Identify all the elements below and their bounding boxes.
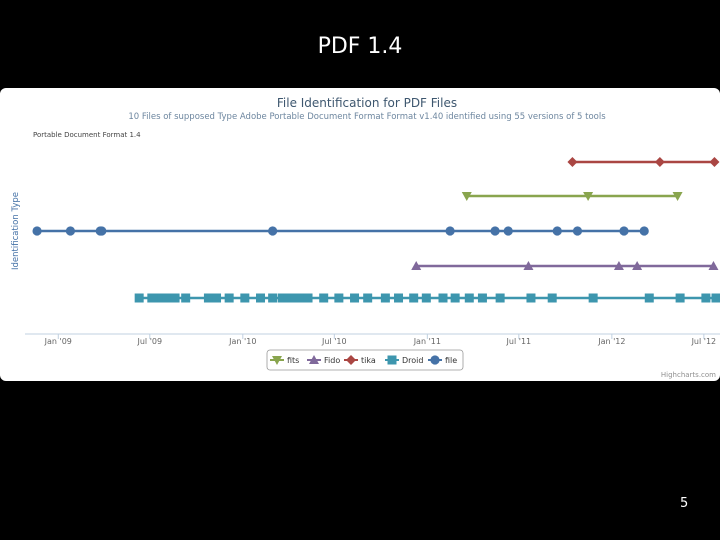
data-point-file <box>32 226 42 236</box>
series-layer <box>32 157 720 303</box>
data-point-droid <box>350 293 360 303</box>
data-point-fido <box>523 261 534 270</box>
data-point-file <box>268 226 278 236</box>
data-point-droid <box>303 293 313 303</box>
data-point-droid <box>450 293 460 303</box>
data-point-droid <box>283 293 293 303</box>
data-point-droid <box>495 293 505 303</box>
data-point-fits <box>461 192 472 201</box>
legend-label-droid[interactable]: Droid <box>402 356 423 365</box>
data-point-droid <box>290 293 300 303</box>
data-point-fits <box>583 192 594 201</box>
legend-marker-file <box>430 355 440 365</box>
legend-marker-droid <box>387 355 397 365</box>
data-point-droid <box>256 293 266 303</box>
data-point-droid <box>394 293 404 303</box>
credits-label: Highcharts.com <box>661 371 716 379</box>
legend-box <box>266 349 464 371</box>
data-point-file <box>639 226 649 236</box>
data-point-droid <box>644 293 654 303</box>
x-tick-label: Jul '10 <box>321 337 347 346</box>
x-tick-label: Jan '11 <box>413 337 441 346</box>
data-point-file <box>572 226 583 236</box>
y-axis-label: Identification Type <box>11 192 21 270</box>
x-tick-label: Jan '10 <box>228 337 256 346</box>
chart-title: File Identification for PDF Files <box>277 96 457 110</box>
legend-label-file[interactable]: file <box>445 356 457 365</box>
chart-panel: File Identification for PDF Files 10 Fil… <box>0 88 720 381</box>
x-axis-ticks: Jan '09 Jul '09 Jan '10 Jul '10 Jan '11 Jul '… <box>44 334 717 346</box>
legend: fits Fido tika Droid file <box>270 355 457 365</box>
data-point-file <box>619 226 629 236</box>
slide-title: PDF 1.4 <box>317 34 403 59</box>
data-point-droid <box>240 293 250 303</box>
data-point-droid <box>588 293 598 303</box>
data-point-droid <box>162 293 172 303</box>
data-point-droid <box>170 293 180 303</box>
data-point-droid <box>224 293 234 303</box>
data-point-tika <box>654 157 665 167</box>
data-point-droid <box>203 293 213 303</box>
data-point-file <box>97 226 107 236</box>
data-point-droid <box>547 293 557 303</box>
legend-marker-tika <box>346 355 356 365</box>
chart-subtitle: 10 Files of supposed Type Adobe Portable… <box>128 112 606 122</box>
legend-marker-fits <box>272 356 282 365</box>
x-tick-label: Jan '09 <box>44 337 72 346</box>
x-tick-label: Jul '11 <box>506 337 532 346</box>
chart-svg: File Identification for PDF Files 10 Fil… <box>11 96 720 379</box>
data-point-droid <box>181 293 191 303</box>
data-point-tika <box>567 157 578 167</box>
data-point-droid <box>157 293 167 303</box>
data-point-droid <box>701 293 711 303</box>
data-point-file <box>552 226 562 236</box>
data-point-fido <box>632 261 643 270</box>
data-point-file <box>503 226 513 236</box>
data-point-fits <box>672 192 683 201</box>
x-tick-label: Jul '09 <box>137 337 163 346</box>
page-number: 5 <box>680 496 689 511</box>
x-tick-label: Jan '12 <box>597 337 625 346</box>
data-point-droid <box>464 293 474 303</box>
data-point-tika <box>709 157 720 167</box>
legend-label-tika[interactable]: tika <box>361 356 376 365</box>
x-tick-label: Jul '12 <box>691 337 717 346</box>
data-point-droid <box>334 293 344 303</box>
data-point-droid <box>277 293 287 303</box>
legend-label-fido[interactable]: Fido <box>324 356 340 365</box>
data-point-droid <box>319 293 329 303</box>
data-point-droid <box>268 293 278 303</box>
data-point-droid <box>477 293 487 303</box>
data-point-fido <box>411 261 422 270</box>
data-point-droid <box>212 293 222 303</box>
data-point-droid <box>147 293 157 303</box>
legend-label-fits[interactable]: fits <box>287 356 299 365</box>
data-point-droid <box>711 293 720 303</box>
data-point-droid <box>421 293 431 303</box>
data-point-file <box>65 226 76 236</box>
data-point-droid <box>380 293 390 303</box>
data-point-droid <box>438 293 448 303</box>
data-point-fido <box>613 261 624 270</box>
chart-series-label: Portable Document Format 1.4 <box>33 131 141 139</box>
data-point-droid <box>134 293 144 303</box>
data-point-droid <box>152 293 162 303</box>
legend-marker-fido <box>309 355 319 364</box>
data-point-droid <box>363 293 373 303</box>
data-point-droid <box>675 293 685 303</box>
data-point-fido <box>708 261 719 270</box>
data-point-droid <box>409 293 419 303</box>
data-point-droid <box>295 293 305 303</box>
data-point-file <box>490 226 500 236</box>
data-point-droid <box>526 293 536 303</box>
data-point-file <box>445 226 455 236</box>
